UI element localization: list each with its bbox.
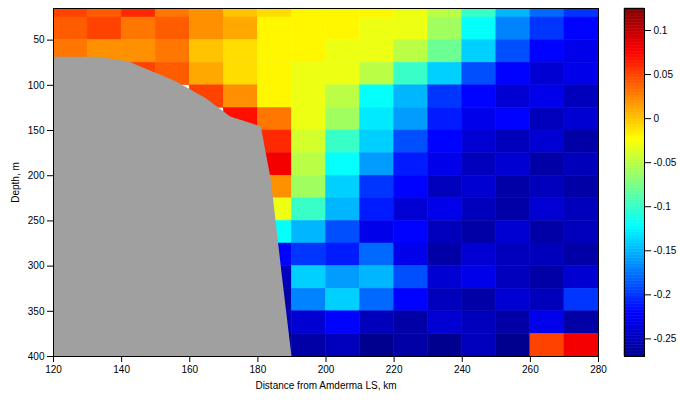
svg-text:240: 240 xyxy=(454,364,471,375)
svg-text:200: 200 xyxy=(318,364,335,375)
svg-text:260: 260 xyxy=(522,364,539,375)
svg-text:120: 120 xyxy=(45,364,62,375)
svg-text:220: 220 xyxy=(386,364,403,375)
svg-text:50: 50 xyxy=(33,34,45,45)
svg-text:140: 140 xyxy=(113,364,130,375)
svg-text:-0.1: -0.1 xyxy=(654,201,672,212)
svg-text:100: 100 xyxy=(28,80,45,91)
svg-text:-0.15: -0.15 xyxy=(654,245,677,256)
svg-text:180: 180 xyxy=(250,364,267,375)
svg-text:280: 280 xyxy=(590,364,607,375)
svg-text:0: 0 xyxy=(654,113,660,124)
svg-text:400: 400 xyxy=(28,351,45,362)
svg-text:250: 250 xyxy=(28,215,45,226)
svg-text:160: 160 xyxy=(181,364,198,375)
svg-text:0.05: 0.05 xyxy=(654,69,674,80)
svg-text:350: 350 xyxy=(28,306,45,317)
svg-text:0.1: 0.1 xyxy=(654,25,668,36)
svg-text:150: 150 xyxy=(28,125,45,136)
svg-text:-0.25: -0.25 xyxy=(654,333,677,344)
svg-text:200: 200 xyxy=(28,170,45,181)
svg-text:Depth, m: Depth, m xyxy=(10,162,21,203)
svg-text:-0.2: -0.2 xyxy=(654,289,672,300)
svg-text:300: 300 xyxy=(28,260,45,271)
svg-text:-0.05: -0.05 xyxy=(654,157,677,168)
svg-text:Distance from Amderma LS, km: Distance from Amderma LS, km xyxy=(255,380,396,391)
